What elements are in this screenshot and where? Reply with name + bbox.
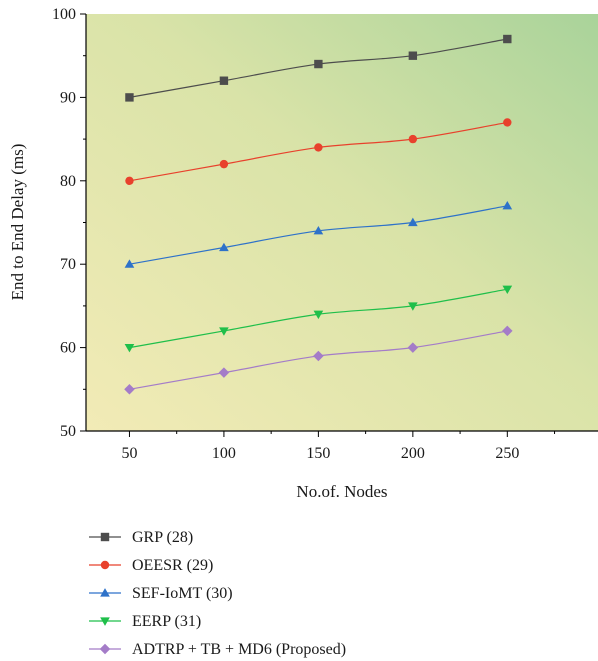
legend-label: EERP (31) bbox=[132, 613, 201, 630]
data-point bbox=[408, 134, 418, 144]
y-tick-label: 90 bbox=[60, 89, 76, 106]
legend-label: OEESR (29) bbox=[132, 557, 213, 574]
x-tick-label: 250 bbox=[495, 445, 519, 462]
legend-item: ADTRP + TB + MD6 (Proposed) bbox=[89, 641, 346, 658]
x-tick-label: 50 bbox=[121, 445, 137, 462]
legend-marker bbox=[100, 532, 110, 542]
y-tick-label: 80 bbox=[60, 173, 76, 190]
data-point bbox=[503, 34, 512, 44]
data-point bbox=[502, 325, 513, 337]
data-point bbox=[125, 176, 134, 185]
legend-item: GRP (28) bbox=[89, 529, 193, 546]
data-point bbox=[408, 217, 418, 227]
data-point bbox=[313, 310, 324, 320]
legend: GRP (28) OEESR (29) SEF-IoMT (30) EERP (31)… bbox=[89, 529, 346, 658]
y-tick-label: 100 bbox=[52, 6, 76, 23]
data-point bbox=[124, 259, 135, 268]
data-point bbox=[313, 350, 324, 362]
legend-label: SEF-IoMT (30) bbox=[132, 585, 233, 602]
data-point bbox=[218, 367, 230, 378]
data-point bbox=[219, 159, 229, 169]
data-point bbox=[219, 327, 229, 336]
series-3 bbox=[124, 200, 513, 268]
data-point bbox=[125, 93, 134, 102]
data-point bbox=[503, 118, 512, 127]
data-point bbox=[407, 342, 419, 353]
data-point bbox=[502, 285, 513, 295]
plot-background bbox=[86, 14, 598, 431]
data-point bbox=[219, 242, 229, 252]
x-tick-label: 200 bbox=[401, 445, 425, 462]
y-axis-title: End to End Delay (ms) bbox=[8, 144, 27, 301]
data-point bbox=[313, 226, 324, 235]
series-5 bbox=[124, 325, 513, 395]
data-point bbox=[219, 76, 229, 85]
legend-label: GRP (28) bbox=[132, 529, 193, 546]
legend-marker bbox=[100, 560, 110, 570]
y-tick-label: 70 bbox=[60, 256, 76, 273]
x-axis-title: No.of. Nodes bbox=[296, 482, 387, 501]
series-2 bbox=[125, 118, 512, 185]
legend-marker bbox=[99, 643, 111, 655]
data-point bbox=[124, 344, 135, 353]
legend-item: EERP (31) bbox=[89, 613, 201, 630]
y-tick-label: 60 bbox=[60, 340, 76, 357]
series-1 bbox=[125, 34, 512, 102]
data-point bbox=[408, 302, 418, 311]
data-point bbox=[502, 200, 513, 210]
data-point bbox=[314, 59, 323, 69]
legend-marker bbox=[100, 617, 110, 626]
x-tick-label: 100 bbox=[212, 445, 236, 462]
legend-label: ADTRP + TB + MD6 (Proposed) bbox=[132, 641, 346, 658]
axes-layer: 50 60 70 80 90 100 50 100 150 200 250 bbox=[52, 6, 598, 462]
legend-item: SEF-IoMT (30) bbox=[89, 585, 233, 602]
series-layer bbox=[124, 34, 513, 395]
data-point bbox=[314, 143, 323, 152]
legend-marker bbox=[100, 588, 110, 597]
x-tick-label: 150 bbox=[306, 445, 330, 462]
data-point bbox=[408, 51, 418, 60]
series-4 bbox=[124, 285, 513, 353]
data-point bbox=[124, 384, 135, 395]
legend-item: OEESR (29) bbox=[89, 557, 213, 574]
y-tick-label: 50 bbox=[60, 423, 76, 440]
